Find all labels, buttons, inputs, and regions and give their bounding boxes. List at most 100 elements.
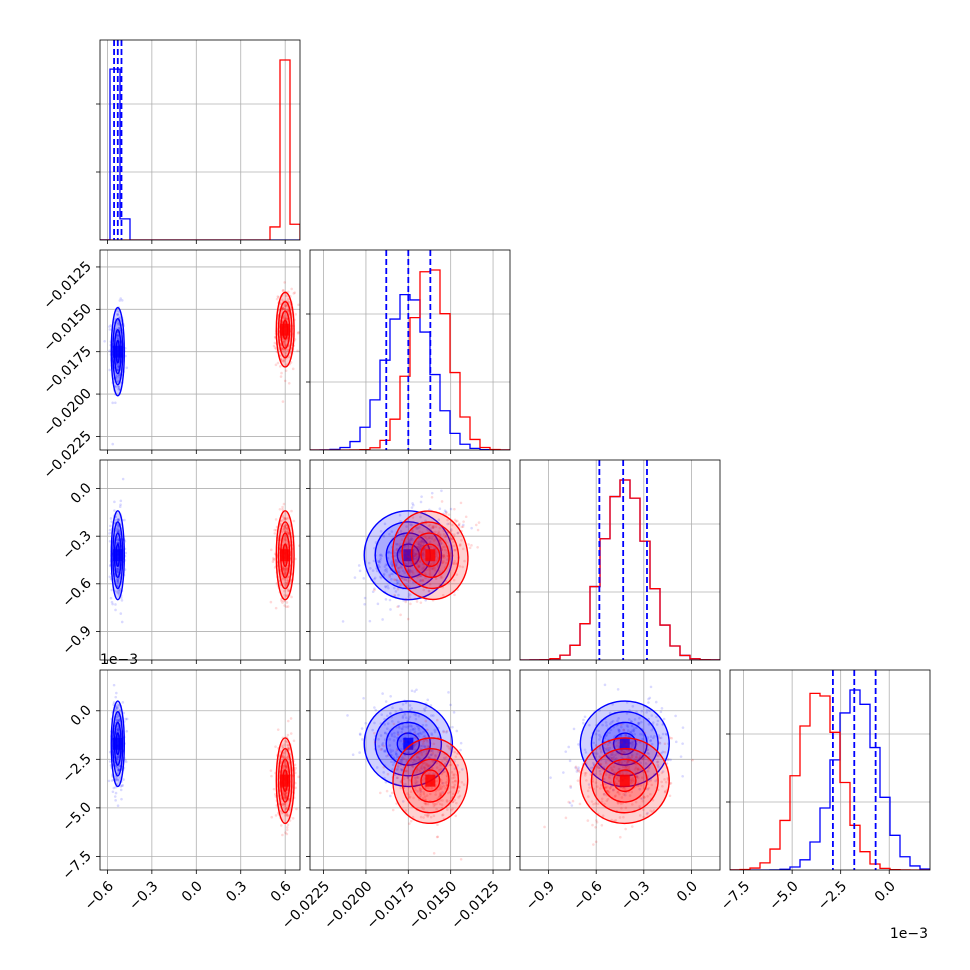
sample-point [574,766,577,769]
sample-point [451,554,454,557]
sample-point [599,787,602,790]
sample-point [116,581,119,585]
sample-point [109,524,112,528]
sample-point [405,579,409,582]
sample-point [618,816,622,819]
sample-point [450,808,453,812]
sample-point [283,589,286,593]
sample-point [578,802,582,806]
sample-point [120,599,124,602]
sample-point [419,574,423,577]
sample-point [435,761,439,765]
sample-point [116,523,119,527]
sample-point [373,587,376,590]
sample-point [608,746,612,750]
sample-point [633,762,637,766]
sample-point [407,592,411,596]
sample-point [115,580,119,583]
sample-point [121,784,125,787]
sample-point [103,339,106,343]
sample-point [397,570,401,573]
sample-point [401,769,404,772]
sample-point [448,747,452,751]
sample-point [280,371,283,375]
sample-point [372,559,376,563]
sample-point [438,539,441,543]
sample-point [284,814,287,817]
sample-point [447,746,451,749]
sample-point [382,765,386,769]
sample-point [408,571,412,575]
sample-point [116,537,119,540]
sample-point [412,503,415,507]
sample-point [282,360,285,363]
sample-point [377,559,380,563]
sample-point [414,748,417,752]
sample-point [457,523,461,527]
sample-point [110,520,113,523]
sample-point [445,534,448,538]
sample-point [601,814,605,817]
sample-point [436,823,439,827]
sample-point [417,728,421,731]
sample-point [289,732,293,735]
sample-point [424,519,427,523]
sample-point [413,597,417,601]
sample-point [387,551,391,554]
sample-point [117,518,121,521]
sample-point [117,570,120,573]
sample-point [117,719,120,722]
sample-point [404,769,408,772]
sample-point [430,567,434,571]
sample-point [460,525,464,529]
sample-point [281,833,284,837]
sample-point [284,765,287,768]
sample-point [630,756,633,760]
panel-2-0 [96,459,301,664]
sample-point [620,796,624,799]
sample-point [660,752,663,755]
sample-point [284,807,288,811]
sample-point [286,823,290,827]
sample-point [286,743,290,747]
sample-point [447,537,451,541]
sample-point [390,572,393,576]
sample-point [607,758,610,762]
sample-point [283,571,286,575]
sample-point [396,733,400,737]
sample-point [394,559,397,562]
sample-point [287,746,291,750]
sample-point [284,294,288,298]
sample-point [631,777,635,780]
sample-point [405,759,409,762]
sample-point [281,755,285,758]
sample-point [284,535,287,538]
sample-point [286,756,289,760]
sample-point [411,516,415,519]
sample-point [273,341,277,345]
sample-point [422,569,426,573]
sample-point [116,518,120,521]
sample-point [650,783,654,787]
sample-point [406,776,410,780]
sample-point [120,299,124,302]
sample-point [463,559,466,563]
sample-point [412,743,416,747]
sample-point [417,542,421,546]
sample-point [423,568,427,572]
sample-point [421,723,425,727]
sample-point [437,750,440,754]
sample-point [442,554,446,557]
sample-point [399,786,403,790]
sample-point [416,790,419,793]
sample-point [116,333,120,337]
sample-point [285,527,289,531]
sample-point [433,730,437,734]
sample-point [639,784,643,787]
sample-point [379,557,383,560]
sample-point [117,385,121,389]
sample-point [283,802,286,806]
sample-point [399,584,402,587]
sample-point [622,793,626,796]
sample-point [433,803,437,806]
